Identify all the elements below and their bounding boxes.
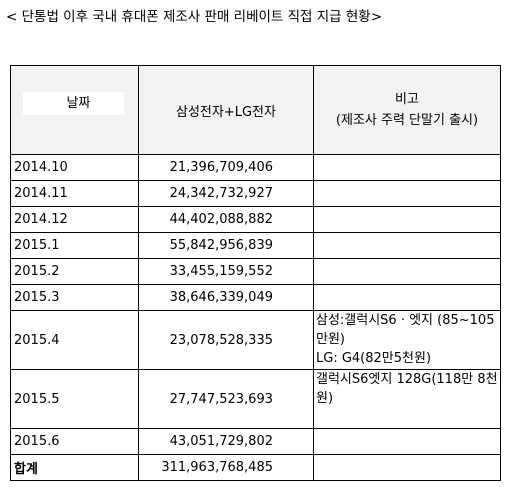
amount-cell: 23,078,528,335 [138,310,314,370]
table-row: 2015.2 33,455,159,552 [10,258,501,285]
note-cell [313,206,501,233]
date-cell: 2015.6 [10,428,139,455]
amount-cell: 38,646,339,049 [138,284,314,311]
date-cell: 2014.11 [10,180,139,207]
header-date-cell: 날짜 [10,65,139,155]
amount-cell: 24,342,732,927 [138,180,314,207]
date-cell: 2014.10 [10,154,139,181]
date-cell: 2015.4 [10,310,139,370]
note-cell [313,284,501,311]
amount-cell: 27,747,523,693 [138,369,314,429]
total-label: 합계 [10,454,139,481]
header-amount: 삼성전자+LG전자 [138,65,314,155]
total-note-cell [313,454,501,481]
note-cell [313,258,501,285]
header-note-subtitle: (제조사 주력 단말기 출시) [335,113,479,128]
table-row: 2015.4 23,078,528,335 삼성:갤럭시S6 · 엣지 (85~… [10,310,501,370]
rebate-table: 날짜 삼성전자+LG전자 비고 (제조사 주력 단말기 출시) 2014.10 … [10,65,501,481]
amount-cell: 44,402,088,882 [138,206,314,233]
table-row: 2015.1 55,842,956,839 [10,232,501,259]
header-note: 비고 (제조사 주력 단말기 출시) [313,65,501,155]
table-row: 2014.11 24,342,732,927 [10,180,501,207]
table-row: 2014.12 44,402,088,882 [10,206,501,233]
table-row: 2015.5 27,747,523,693 갤럭시S6엣지 128G(118만 … [10,369,501,429]
document-title: < 단통법 이후 국내 휴대폰 제조사 판매 리베이트 직접 지급 현황> [6,9,383,25]
date-cell: 2015.1 [10,232,139,259]
note-line: 삼성:갤럭시S6 · 엣지 (85~105만원) [316,313,495,347]
note-cell [313,428,501,455]
note-cell [313,154,501,181]
total-amount: 311,963,768,485 [138,454,314,481]
table-row: 2015.6 43,051,729,802 [10,428,501,455]
amount-cell: 55,842,956,839 [138,232,314,259]
note-cell: 삼성:갤럭시S6 · 엣지 (85~105만원) LG: G4(82만5천원) [313,310,501,370]
table-row: 2015.3 38,646,339,049 [10,284,501,311]
total-row: 합계 311,963,768,485 [10,454,501,481]
amount-cell: 33,455,159,552 [138,258,314,285]
note-cell: 갤럭시S6엣지 128G(118만 8천원) [313,369,501,429]
note-line: LG: G4(82만5천원) [316,351,432,366]
amount-cell: 21,396,709,406 [138,154,314,181]
date-cell: 2015.5 [10,369,139,429]
note-cell [313,180,501,207]
header-note-title: 비고 [395,92,419,107]
table-row: 2014.10 21,396,709,406 [10,154,501,181]
header-row: 날짜 삼성전자+LG전자 비고 (제조사 주력 단말기 출시) [10,65,501,155]
date-cell: 2014.12 [10,206,139,233]
date-cell: 2015.3 [10,284,139,311]
header-date-label: 날짜 [23,92,124,115]
amount-cell: 43,051,729,802 [138,428,314,455]
note-cell [313,232,501,259]
date-cell: 2015.2 [10,258,139,285]
